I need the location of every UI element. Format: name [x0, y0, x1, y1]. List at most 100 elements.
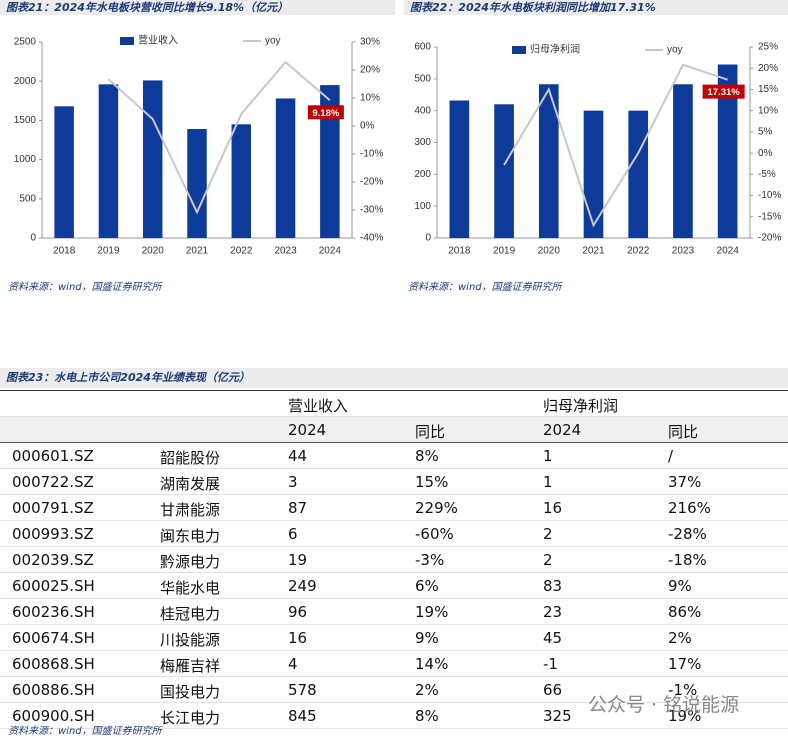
bar: [583, 110, 604, 238]
table-cell: 600025.SH: [12, 577, 95, 595]
bar: [673, 84, 693, 239]
table-row: 002039.SZ 黔源电力 19 -3% 2 -18%: [0, 547, 788, 573]
column-header: 2024: [543, 421, 582, 439]
table-row: 000993.SZ 闽东电力 6 -60% 2 -28%: [0, 521, 788, 547]
legend-label: 营业收入: [138, 34, 178, 47]
table-cell: 1: [543, 447, 553, 465]
table-row: 000722.SZ 湖南发展 3 15% 1 37%: [0, 469, 788, 495]
table-row: 2024 同比 2024 同比: [0, 417, 788, 443]
table-cell: 桂冠电力: [160, 605, 221, 623]
table-cell: 6%: [415, 577, 439, 595]
table-cell: 1: [543, 473, 553, 491]
y2-tick-label: 30%: [360, 37, 380, 48]
table-cell: /: [668, 447, 674, 465]
table-cell: 川投能源: [160, 631, 221, 649]
table-row: 600025.SH 华能水电 249 6% 83 9%: [0, 573, 788, 599]
value-label-box: [702, 84, 745, 99]
x-tick-label: 2023: [274, 246, 297, 257]
table-cell: -1%: [668, 681, 698, 699]
table-cell: 16: [543, 499, 563, 517]
y2-tick-label: 20%: [360, 65, 380, 76]
table-cell: 19: [288, 551, 308, 569]
table-cell: 韶能股份: [160, 449, 221, 467]
x-tick-label: 2020: [538, 246, 561, 257]
y2-tick-label: 5%: [758, 127, 773, 138]
table-row: 600900.SH 长江电力 845 8% 325 19%: [0, 703, 788, 729]
table-row: 600868.SH 梅雁吉祥 4 14% -1 17%: [0, 651, 788, 677]
watermark: 公众号 · 铭说能源: [588, 694, 740, 716]
value-label: 9.18%: [312, 108, 339, 119]
table-cell: 600868.SH: [12, 655, 95, 673]
bar: [494, 104, 514, 238]
x-tick-label: 2021: [186, 246, 209, 257]
table-cell: 23: [543, 603, 563, 621]
table-cell: 000993.SZ: [12, 525, 94, 543]
value-label: 17.31%: [708, 87, 741, 98]
y-tick-label: 300: [414, 137, 431, 148]
value-label-box: [307, 105, 344, 120]
bar: [320, 85, 340, 239]
line-series: [107, 60, 331, 215]
y-tick-label: 100: [414, 201, 431, 212]
table-cell: 2: [543, 551, 553, 569]
source-note: 资料来源：wind，国盛证券研究所: [8, 282, 162, 293]
column-header: 同比: [415, 423, 446, 441]
x-tick-label: 2018: [53, 246, 76, 257]
bar: [231, 124, 252, 238]
table-cell: 229%: [415, 499, 458, 517]
y2-tick-label: -30%: [360, 205, 383, 216]
table-row: 000791.SZ 甘肃能源 87 229% 16 216%: [0, 495, 788, 521]
source-note: 资料来源：wind，国盛证券研究所: [8, 726, 162, 737]
table-cell: -60%: [415, 525, 454, 543]
table-row: 600886.SH 国投电力 578 2% 66 -1%: [0, 677, 788, 703]
table-cell: 000722.SZ: [12, 473, 94, 491]
table-row: 营业收入 归母净利润: [0, 390, 788, 417]
table-cell: 14%: [415, 655, 449, 673]
bar: [142, 80, 163, 238]
y2-tick-label: -5%: [758, 169, 776, 180]
y-tick-label: 600: [414, 42, 431, 53]
y2-tick-label: -20%: [758, 233, 781, 244]
table-cell: 9%: [415, 629, 439, 647]
table-cell: 600674.SH: [12, 629, 95, 647]
table-cell: 845: [288, 707, 317, 725]
table-cell: 19%: [415, 603, 449, 621]
y2-tick-label: 20%: [758, 63, 778, 74]
table-row: 600236.SH 桂冠电力 96 19% 23 86%: [0, 599, 788, 625]
table-cell: 2%: [415, 681, 439, 699]
legend-swatch: [120, 37, 134, 45]
bar: [538, 84, 559, 239]
y2-tick-label: -15%: [758, 211, 781, 222]
y2-tick-label: -10%: [360, 149, 383, 160]
x-tick-label: 2021: [582, 246, 605, 257]
table-row: 000601.SZ 韶能股份 44 8% 1 /: [0, 443, 788, 469]
bar: [187, 129, 207, 238]
table-cell: 600886.SH: [12, 681, 95, 699]
table-cell: 000791.SZ: [12, 499, 94, 517]
charts: 05001000150020002500-40%-30%-20%-10%0%10…: [14, 34, 782, 257]
y-tick-label: 400: [414, 105, 431, 116]
bar: [628, 110, 649, 238]
table-cell: 2%: [668, 629, 692, 647]
table-cell: 37%: [668, 473, 702, 491]
table-cell: 17%: [668, 655, 702, 673]
bar: [54, 106, 74, 239]
table-cell: 87: [288, 499, 308, 517]
y2-tick-label: 15%: [758, 84, 778, 95]
table-cell: 325: [543, 707, 572, 725]
table-cell: 44: [288, 447, 308, 465]
y-tick-label: 500: [19, 193, 36, 204]
line-series: [503, 63, 728, 228]
y-tick-label: 2500: [14, 37, 37, 48]
x-tick-label: 2023: [672, 246, 695, 257]
table-cell: 86%: [668, 603, 702, 621]
y-tick-label: 2000: [14, 76, 37, 87]
table-cell: 湖南发展: [160, 475, 221, 493]
y-tick-label: 0: [425, 233, 431, 244]
legend-swatch: [512, 46, 526, 54]
table-cell: 600236.SH: [12, 603, 95, 621]
x-tick-label: 2022: [230, 246, 253, 257]
y2-tick-label: 10%: [758, 105, 778, 116]
table-cell: -18%: [668, 551, 707, 569]
